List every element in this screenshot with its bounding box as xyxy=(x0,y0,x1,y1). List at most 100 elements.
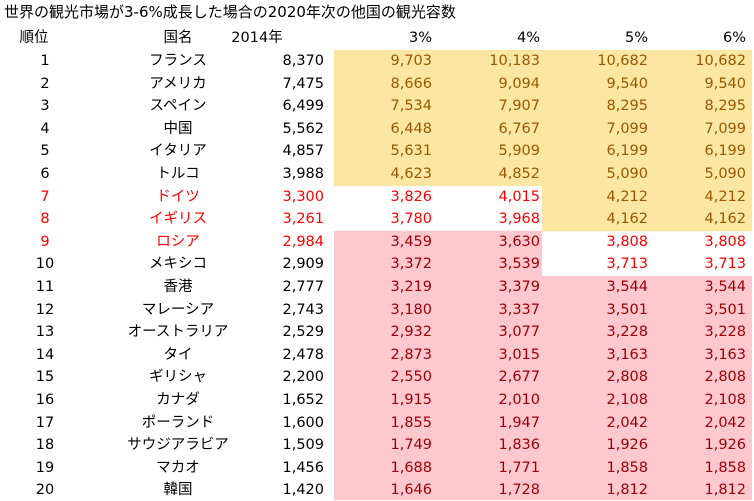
projection-cell: 3,077 xyxy=(498,324,540,341)
projection-cell: 8,666 xyxy=(390,75,432,92)
projection-cell: 9,703 xyxy=(390,53,432,69)
projection-cell: 3,808 xyxy=(704,233,746,250)
projection-cell: 4,015 xyxy=(498,188,540,205)
country-cell: トルコ xyxy=(156,166,200,182)
value-2014-cell: 8,370 xyxy=(282,53,324,69)
projection-cell: 1,771 xyxy=(498,459,540,476)
yellow-fill-cell xyxy=(542,185,648,209)
projection-cell: 1,858 xyxy=(704,459,746,476)
projection-cell: 9,540 xyxy=(704,75,746,92)
yellow-fill-cell xyxy=(434,95,542,119)
projection-cell: 6,448 xyxy=(390,120,432,137)
country-cell: タイ xyxy=(163,346,193,363)
projection-cell: 1,688 xyxy=(390,459,432,476)
projection-cell: 3,459 xyxy=(390,233,432,250)
projection-cell: 3,163 xyxy=(606,346,648,363)
projection-cell: 3,544 xyxy=(606,279,648,295)
projection-cell: 3,228 xyxy=(606,324,648,341)
value-2014-cell: 5,562 xyxy=(282,120,324,137)
rank-cell: 6 xyxy=(40,166,50,182)
pink-fill-cell xyxy=(648,434,752,458)
yellow-fill-cell xyxy=(542,95,648,119)
projection-cell: 1,728 xyxy=(498,482,540,499)
yellow-fill-cell xyxy=(434,72,542,96)
rank-cell: 20 xyxy=(35,482,55,499)
projection-cell: 3,780 xyxy=(390,211,432,228)
yellow-fill-cell xyxy=(434,140,542,164)
projection-cell: 2,042 xyxy=(606,414,648,431)
projection-cell: 4,162 xyxy=(704,211,746,228)
value-2014-cell: 1,420 xyxy=(282,482,324,499)
pink-fill-cell xyxy=(648,479,752,500)
value-2014-cell: 1,600 xyxy=(282,414,324,431)
projection-cell: 3,713 xyxy=(606,256,648,273)
projection-cell: 2,550 xyxy=(390,369,432,386)
projection-cell: 3,968 xyxy=(498,211,540,228)
projection-cell: 3,219 xyxy=(390,279,432,295)
rank-cell: 16 xyxy=(35,392,55,408)
pink-fill-cell xyxy=(434,366,542,390)
projection-cell: 3,808 xyxy=(606,233,648,250)
projection-cell: 2,010 xyxy=(498,392,540,408)
projection-cell: 1,812 xyxy=(704,482,746,499)
projection-cell: 5,090 xyxy=(606,166,648,182)
country-cell: マレーシア xyxy=(141,301,215,318)
projection-cell: 7,907 xyxy=(498,98,540,115)
projection-cell: 3,180 xyxy=(390,301,432,318)
pink-fill-cell xyxy=(334,321,434,345)
value-2014-cell: 2,743 xyxy=(282,301,324,318)
projection-cell: 1,836 xyxy=(498,437,540,454)
projection-cell: 10,682 xyxy=(695,53,746,69)
yellow-fill-cell xyxy=(648,140,752,164)
pink-fill-cell xyxy=(542,366,648,390)
projection-cell: 3,544 xyxy=(704,279,746,295)
value-2014-cell: 3,988 xyxy=(282,166,324,182)
projection-cell: 3,015 xyxy=(498,346,540,363)
pink-fill-cell xyxy=(334,456,434,480)
rank-cell: 8 xyxy=(40,211,50,228)
yellow-fill-cell xyxy=(648,50,752,74)
rank-cell: 7 xyxy=(40,188,50,205)
header-3pct: 3% xyxy=(408,30,432,46)
projection-cell: 4,623 xyxy=(390,166,432,182)
pink-fill-cell xyxy=(542,343,648,367)
projection-cell: 5,909 xyxy=(498,143,540,160)
rank-cell: 10 xyxy=(35,256,55,273)
yellow-fill-cell xyxy=(648,163,752,187)
yellow-fill-cell xyxy=(542,50,648,74)
projection-cell: 3,337 xyxy=(498,301,540,318)
projection-cell: 4,212 xyxy=(704,188,746,205)
pink-fill-cell xyxy=(334,389,434,413)
pink-fill-cell xyxy=(334,366,434,390)
country-cell: アメリカ xyxy=(149,75,207,92)
yellow-fill-cell xyxy=(334,95,434,119)
rank-cell: 19 xyxy=(35,459,55,476)
pink-fill-cell xyxy=(648,321,752,345)
value-2014-cell: 2,984 xyxy=(282,233,324,250)
projection-cell: 3,379 xyxy=(498,279,540,295)
pink-fill-cell xyxy=(434,343,542,367)
projection-cell: 1,926 xyxy=(606,437,648,454)
country-cell: 香港 xyxy=(163,279,193,295)
projection-cell: 3,501 xyxy=(606,301,648,318)
pink-fill-cell xyxy=(334,298,434,322)
projection-cell: 10,682 xyxy=(597,53,648,69)
value-2014-cell: 1,456 xyxy=(282,459,324,476)
header-5pct: 5% xyxy=(624,30,648,46)
yellow-fill-cell xyxy=(648,185,752,209)
value-2014-cell: 2,909 xyxy=(282,256,324,273)
pink-fill-cell xyxy=(434,276,542,300)
rank-cell: 1 xyxy=(40,53,50,69)
projection-cell: 6,767 xyxy=(498,120,540,137)
rank-cell: 3 xyxy=(40,98,50,115)
projection-cell: 2,042 xyxy=(704,414,746,431)
pink-fill-cell xyxy=(334,230,434,254)
projection-cell: 1,947 xyxy=(498,414,540,431)
country-cell: カナダ xyxy=(156,392,200,408)
pink-fill-cell xyxy=(334,411,434,435)
yellow-fill-cell xyxy=(648,208,752,232)
value-2014-cell: 1,652 xyxy=(282,392,324,408)
projection-cell: 2,808 xyxy=(704,369,746,386)
projection-cell: 3,630 xyxy=(498,233,540,250)
country-cell: ポーランド xyxy=(141,414,215,431)
